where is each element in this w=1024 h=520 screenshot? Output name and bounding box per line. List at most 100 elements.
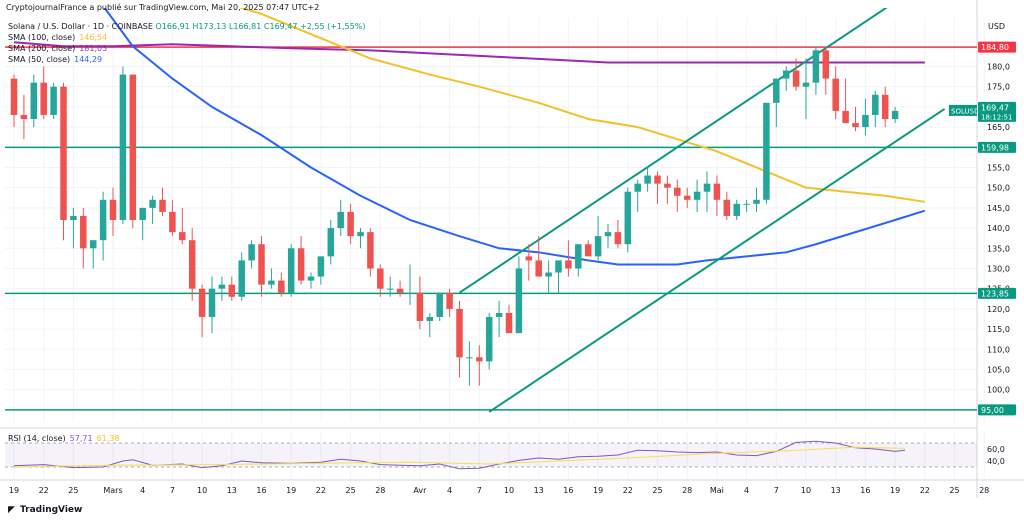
candle-body — [248, 244, 255, 261]
time-tick-label: 25 — [68, 486, 78, 495]
price-tick-label: 155,0 — [987, 163, 1010, 172]
candle-body — [218, 284, 226, 289]
price-tick-label: 115,0 — [987, 325, 1010, 334]
candle-body — [802, 82, 810, 87]
legend-sma50-value: 144,29 — [74, 55, 103, 64]
channel-upper-line — [458, 8, 888, 294]
candle-body — [674, 187, 681, 196]
price-tick-label: 120,0 — [987, 305, 1010, 314]
candle-body — [99, 199, 107, 241]
candle-body — [179, 232, 186, 241]
candle-body — [644, 175, 651, 184]
rsi-tick-label: 40,0 — [987, 457, 1005, 466]
last-price-timer: 18:12:51 — [981, 113, 1012, 121]
candle-body — [119, 74, 127, 220]
level-label: 123,85 — [981, 289, 1009, 298]
close-value: C169,47 — [263, 22, 298, 31]
candle-body — [773, 78, 780, 103]
candle-body — [436, 292, 443, 317]
time-tick-label: 25 — [346, 486, 356, 495]
time-tick-label: Mars — [103, 486, 122, 495]
candle-body — [60, 86, 67, 221]
candle-body — [624, 191, 632, 245]
tradingview-logo[interactable]: ◤ TradingView — [8, 505, 82, 515]
price-tick-label: 105,0 — [987, 365, 1010, 374]
ma-group — [10, 8, 946, 413]
candle-body — [842, 110, 849, 124]
candle-body — [198, 288, 206, 317]
legend-sma200[interactable]: SMA (200, close) 181,03 — [8, 44, 107, 53]
rsi-tick-label: 60,0 — [987, 445, 1005, 454]
candle-body — [10, 78, 18, 115]
level-label-box — [978, 141, 1016, 153]
candle-body — [50, 86, 57, 115]
legend-sma200-label: SMA (200, close) — [8, 44, 76, 53]
level-label-box — [978, 404, 1016, 416]
time-tick-label: 25 — [652, 486, 662, 495]
candle-body — [149, 199, 156, 208]
candle-body — [753, 199, 760, 204]
time-tick-label: 19 — [890, 486, 900, 495]
candle-body — [891, 110, 899, 119]
legend-rsi-signal-value: 61,38 — [96, 434, 120, 443]
candle-body — [584, 244, 592, 257]
candle-body — [446, 292, 453, 309]
candle-body — [664, 183, 671, 188]
candle-body — [317, 256, 325, 277]
candle-body — [287, 248, 295, 293]
candle-body — [377, 268, 384, 289]
candle-body — [703, 183, 711, 192]
candle-body — [515, 268, 523, 334]
time-tick-label: 22 — [39, 486, 49, 495]
candle-body — [565, 260, 572, 269]
time-tick-label: 10 — [197, 486, 207, 495]
publisher-line: CryptojournalFrance a publié sur Trading… — [6, 3, 320, 12]
sma200-line — [13, 41, 925, 64]
candle-body — [139, 207, 146, 220]
level-label-box — [978, 41, 1016, 53]
candle-body — [862, 114, 869, 128]
time-tick-label: 4 — [447, 486, 452, 495]
candle-body — [188, 240, 196, 289]
time-tick-label: 10 — [504, 486, 514, 495]
candle-body — [268, 280, 275, 285]
candle-body — [782, 70, 790, 79]
time-tick-label: 19 — [593, 486, 603, 495]
time-tick-label: 28 — [979, 486, 989, 495]
legend-rsi-value: 57,71 — [69, 434, 93, 443]
time-tick-label: 22 — [623, 486, 633, 495]
open-value: O166,91 — [155, 22, 190, 31]
candle-body — [109, 199, 117, 220]
time-tick-label: 16 — [563, 486, 573, 495]
time-tick-label: 19 — [9, 486, 19, 495]
candle-body — [872, 94, 879, 115]
candle-body — [713, 183, 721, 200]
candle-body — [169, 211, 176, 233]
candle-body — [505, 312, 513, 334]
candle-body — [367, 232, 374, 269]
time-tick-label: 25 — [949, 486, 959, 495]
candle-body — [327, 228, 335, 257]
candle-body — [456, 308, 463, 358]
legend-sma50[interactable]: SMA (50, close) 144,29 — [8, 55, 102, 64]
level-label: 159,98 — [981, 143, 1009, 152]
legend-sma100[interactable]: SMA (100, close) 146,54 — [8, 33, 107, 42]
time-tick-label: Avr — [413, 486, 427, 495]
rsi-band — [5, 443, 977, 467]
candle-body — [129, 74, 137, 220]
candle-body — [278, 280, 285, 293]
candle-body — [812, 50, 820, 83]
candle-body — [743, 203, 750, 205]
candle-body — [307, 276, 315, 281]
candle-body — [258, 244, 265, 285]
candle-body — [604, 232, 612, 237]
time-tick-label: Mai — [710, 486, 724, 495]
candle-body — [555, 260, 562, 273]
candle-body — [723, 199, 731, 216]
time-tick-label: 4 — [140, 486, 145, 495]
candle-body — [525, 256, 533, 261]
price-tick-label: 175,0 — [987, 83, 1010, 92]
time-tick-label: 19 — [286, 486, 296, 495]
legend-rsi[interactable]: RSI (14, close) 57,71 61,38 — [8, 434, 119, 443]
